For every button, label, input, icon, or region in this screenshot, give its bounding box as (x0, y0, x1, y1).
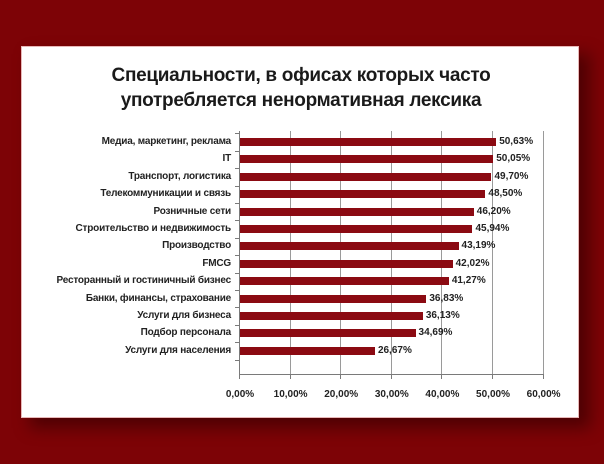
y-axis-tick (235, 307, 240, 308)
y-axis-tick (235, 325, 240, 326)
bar (240, 329, 416, 337)
gridline (390, 131, 392, 374)
bar (240, 138, 497, 146)
value-label: 48,50% (488, 188, 523, 199)
plot-area: 0,00% 10,00% 20,00% 30,00% 40,00% 50,00% 60,00… (22, 47, 580, 419)
value-label: 36,83% (429, 293, 464, 304)
value-label: 26,67% (377, 345, 412, 356)
category-label: Услуги для населения (125, 345, 231, 356)
y-axis-tick (235, 220, 240, 221)
bar (240, 242, 459, 250)
value-label: 46,20% (476, 206, 511, 217)
category-label: IT (222, 153, 232, 164)
category-label: Ресторанный и гостиничный бизнес (56, 275, 232, 286)
x-axis-tick (542, 374, 544, 379)
x-axis-tick (390, 374, 392, 379)
bar (240, 312, 423, 320)
value-label: 34,69% (418, 327, 453, 338)
bar (240, 225, 473, 233)
x-axis-tick (289, 374, 291, 379)
gridline (289, 131, 291, 374)
bar (240, 155, 494, 163)
value-label: 36,13% (425, 310, 460, 321)
category-label: Медиа, маркетинг, реклама (101, 136, 232, 147)
category-label: Строительство и недвижимость (75, 223, 232, 234)
y-axis-tick (235, 273, 240, 274)
category-label: FMCG (202, 258, 231, 269)
value-label: 42,02% (455, 258, 490, 269)
value-label: 50,63% (499, 136, 534, 147)
x-axis-tick-label: 50,00% (476, 389, 510, 400)
x-axis-line (239, 374, 544, 375)
value-label: 45,94% (475, 223, 510, 234)
bar (240, 173, 492, 181)
x-axis-tick-label: 40,00% (425, 389, 460, 400)
y-axis-line (239, 131, 240, 378)
x-axis-tick (492, 374, 493, 379)
category-label: Транспорт, логистика (128, 171, 231, 182)
gridline (542, 131, 544, 374)
y-axis-tick (235, 255, 240, 256)
value-label: 41,27% (451, 275, 486, 286)
category-label: Телекоммуникации и связь (100, 188, 231, 199)
y-axis-tick (235, 238, 240, 239)
x-axis-tick-label: 60,00% (526, 389, 561, 400)
category-label: Производство (162, 240, 231, 251)
bar (240, 295, 427, 303)
bar (240, 190, 486, 198)
category-label: Услуги для бизнеса (137, 310, 231, 321)
y-axis-tick (235, 290, 240, 291)
chart-title-line-1: Специальности, в офисах которых часто (111, 65, 491, 86)
chart-title-line-2: употребляется ненормативная лексика (120, 90, 482, 111)
bar (240, 277, 449, 285)
category-label: Розничные сети (153, 206, 231, 217)
gridline (492, 131, 493, 374)
chart-title: Специальности, в офисах которых часто уп… (22, 63, 580, 113)
chart-card: Специальности, в офисах которых часто уп… (21, 46, 579, 418)
x-axis-tick-label: 0,00% (225, 389, 255, 400)
bar (240, 347, 375, 355)
value-label: 50,05% (496, 153, 531, 164)
x-axis-tick-label: 20,00% (324, 389, 359, 400)
gridline (441, 131, 443, 374)
gridline (340, 131, 342, 374)
y-axis-tick (235, 360, 240, 361)
x-axis-tick-label: 30,00% (374, 389, 409, 400)
y-axis-tick (235, 168, 240, 169)
category-label: Банки, финансы, страхование (85, 293, 231, 304)
value-label: 49,70% (494, 171, 529, 182)
category-label: Подбор персонала (140, 327, 232, 338)
bar (240, 260, 453, 268)
y-axis-tick (235, 203, 240, 204)
x-axis-tick-label: 10,00% (273, 389, 308, 400)
value-label: 43,19% (461, 240, 496, 251)
y-axis-tick (235, 186, 240, 187)
x-axis-tick (441, 374, 443, 379)
x-axis-tick (340, 374, 342, 379)
bar (240, 208, 474, 216)
y-axis-tick (235, 133, 240, 134)
y-axis-tick (235, 342, 240, 343)
y-axis-tick (235, 151, 240, 152)
